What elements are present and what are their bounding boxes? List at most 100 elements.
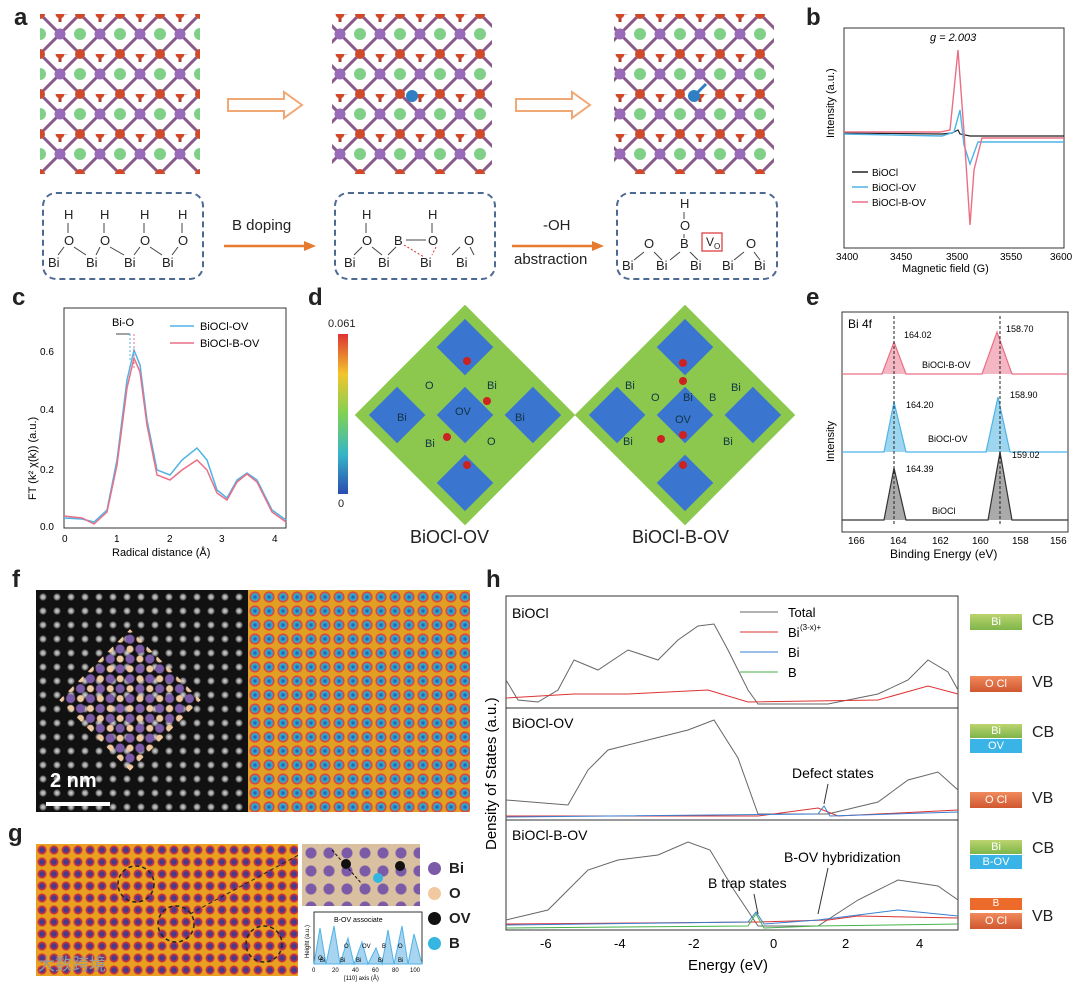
svg-text:162: 162 [932,536,949,547]
schematic-box-1 [42,192,204,280]
svg-text:158.90: 158.90 [1010,390,1038,400]
svg-text:B: B [680,236,689,251]
svg-text:O: O [428,233,438,248]
atom-zoom-marks [331,849,405,885]
svg-text:O: O [318,956,323,962]
charge-density-left-title: BiOCl-OV [410,527,490,547]
schematic-box-2 [334,192,496,280]
svg-text:164: 164 [890,536,907,547]
svg-text:Bi: Bi [690,258,702,273]
svg-text:-6: -6 [540,936,552,951]
svg-text:-4: -4 [614,936,626,951]
svg-text:Bi: Bi [378,958,383,964]
svg-text:Bi: Bi [48,255,60,270]
svg-text:O: O [644,236,654,251]
tick: 2 [167,534,173,545]
svg-text:O: O [100,233,110,248]
svg-text:O: O [140,233,150,248]
svg-text:Bi: Bi [722,258,734,273]
svg-text:OV: OV [455,406,472,418]
legend-o: O [428,881,471,906]
svg-text:80: 80 [392,968,399,974]
dos-row2: BiOCl-OV [512,715,574,731]
schematic-1: H H H H O O O O Bi Bi Bi Bi [48,207,188,270]
svg-text:Bi: Bi [683,392,693,404]
svg-text:B: B [788,665,797,680]
svg-text:156: 156 [1050,536,1067,547]
band-cb-3: Bi [970,840,1022,854]
colorbar-min: 0 [338,498,345,510]
svg-text:H: H [178,207,187,222]
svg-text:0: 0 [770,936,777,951]
tick: 3550 [1000,252,1023,263]
inset-title: B-OV associate [334,917,383,924]
svg-text:O: O [714,242,720,251]
svg-text:OV: OV [362,944,371,950]
panel-label-e: e [806,284,820,311]
exafs-peak-label: Bi-O [112,317,134,329]
legend-b: B [428,931,471,956]
svg-text:Bi: Bi [456,255,468,270]
epr-xticks: 3400 3450 3500 3550 3600 [836,252,1072,263]
dos-annotation-hybrid: B-OV hybridization [784,849,901,865]
inset-xlabel: [110] axis (Å) [344,975,379,982]
panel-label-f: f [12,566,20,593]
svg-text:Bi: Bi [623,436,633,448]
svg-text:Bi: Bi [425,438,435,450]
band-cb-2: Bi [970,724,1022,738]
svg-text:60: 60 [372,968,379,974]
tick: 0.2 [40,465,54,476]
band-b-3: B [970,898,1022,910]
svg-text:Bi: Bi [124,255,136,270]
dos-row3: BiOCl-B-OV [512,827,588,843]
svg-text:40: 40 [352,968,359,974]
svg-text:Bi: Bi [397,412,407,424]
svg-text:-2: -2 [688,936,700,951]
svg-text:O: O [680,218,690,233]
panel-label-g: g [8,820,23,847]
svg-text:BiOCl-OV: BiOCl-OV [928,434,968,444]
svg-text:O: O [398,944,403,950]
colorbar-max: 0.061 [328,318,356,330]
svg-text:Total: Total [788,605,816,620]
xps-chart: Bi 4f Intensity 166 164 162 160 158 156 Bin… [825,311,1069,561]
watermark: 大数跨境 [38,955,106,974]
svg-text:BiOCl: BiOCl [932,506,956,516]
dos-annotation-btrap: B trap states [708,875,787,891]
dos-ylabel: Density of States (a.u.) [483,697,500,850]
tick: 0.0 [40,522,54,533]
band-label-cb-3: CB [1032,840,1055,857]
svg-text:Bi: Bi [420,255,432,270]
svg-text:Bi: Bi [754,258,766,273]
arrow2-label: -OH [543,217,571,234]
schematic-2: H H O B O O Bi Bi Bi Bi [344,207,475,270]
svg-text:O: O [746,236,756,251]
height-profile: B-OV associate O O OV B O Bi Bi Bi Bi Bi 0 20… [305,911,423,982]
svg-text:Bi: Bi [344,255,356,270]
defect-circles [117,854,298,963]
tick: 3600 [1050,252,1072,263]
band-vb-2: O Cl [970,792,1022,808]
svg-text:Bi: Bi [788,645,800,660]
svg-text:Bi: Bi [731,382,741,394]
xps-xlabel: Binding Energy (eV) [890,547,997,561]
schematic-box-3 [616,192,778,280]
exafs-legend: BiOCl-OV BiOCl-B-OV [170,321,260,350]
svg-text:H: H [428,207,437,222]
charge-density-right-title: BiOCl-B-OV [632,527,730,547]
exafs-xlabel: Radical distance (Å) [112,546,210,559]
hollow-arrow-2 [515,90,592,120]
svg-text:O: O [651,392,660,404]
svg-text:Bi: Bi [656,258,668,273]
svg-text:H: H [64,207,73,222]
vacancy-box [701,232,723,252]
svg-text:H: H [100,207,109,222]
dos-annotation-defect: Defect states [792,765,874,781]
svg-text:H: H [680,196,689,211]
svg-text:164.39: 164.39 [906,464,934,474]
svg-text:O: O [178,233,188,248]
svg-text:Bi: Bi [356,958,361,964]
epr-ylabel: Intensity (a.u.) [825,68,837,138]
g-legend: Bi O OV B [428,856,471,956]
tick: 0 [62,534,68,545]
